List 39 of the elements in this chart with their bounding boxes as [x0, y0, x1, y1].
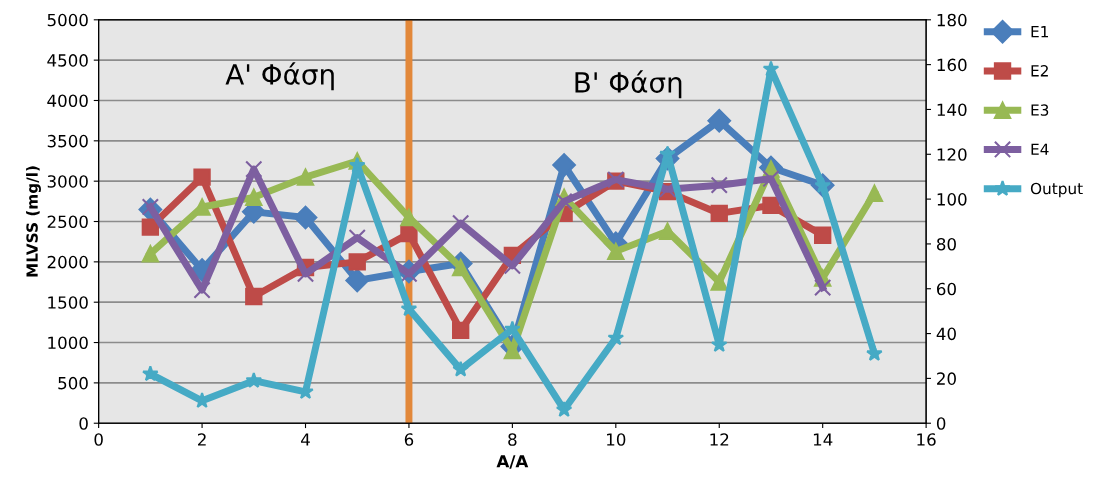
y-tick-label: 1500 — [48, 296, 88, 309]
y2-tick-label: 140 — [937, 103, 967, 117]
x-tick-label: 10 — [607, 433, 626, 446]
legend-label: E1 — [1031, 26, 1049, 38]
x-tick-label: 6 — [404, 433, 414, 446]
legend-label: E4 — [1031, 143, 1049, 155]
y2-tick-label: 20 — [937, 372, 956, 385]
y-tick-label: 4500 — [47, 54, 88, 67]
y2-tick-label: 0 — [936, 417, 946, 430]
x-axis-title: A/A — [496, 455, 529, 469]
x-tick-label: 2 — [197, 433, 206, 446]
y-tick-label: 4000 — [47, 94, 88, 108]
y-tick-label: 1000 — [48, 336, 88, 350]
y-tick-label: 2000 — [47, 255, 88, 269]
annotation: A' Φάση — [225, 62, 334, 91]
annotation: B' Φάση — [575, 70, 682, 99]
y-tick-label: 0 — [79, 417, 88, 430]
y-tick-label: 5000 — [47, 13, 88, 27]
y-tick-label: 3500 — [47, 134, 88, 148]
y2-tick-label: 100 — [937, 193, 967, 206]
y-axis-title: MLVSS (mg/l) — [26, 166, 41, 277]
x-tick-label: 14 — [813, 433, 833, 446]
y2-tick-label: 180 — [937, 13, 967, 27]
y-tick-label: 3000 — [47, 175, 88, 188]
x-tick-label: 4 — [301, 433, 310, 446]
legend-label: E3 — [1031, 104, 1049, 116]
x-tick-label: 8 — [508, 433, 517, 446]
legend-label: Output — [1030, 182, 1083, 198]
y2-tick-label: 160 — [937, 58, 967, 72]
y-tick-label: 2500 — [47, 215, 88, 229]
y2-tick-label: 120 — [937, 148, 967, 161]
y2-tick-label: 40 — [936, 327, 956, 341]
x-tick-label: 12 — [710, 433, 729, 446]
x-tick-label: 16 — [917, 433, 936, 446]
y2-tick-label: 80 — [936, 237, 956, 251]
legend-label: E2 — [1031, 65, 1048, 77]
y2-tick-label: 60 — [937, 282, 956, 296]
x-tick-label: 0 — [94, 433, 103, 446]
y-tick-label: 500 — [58, 376, 88, 390]
